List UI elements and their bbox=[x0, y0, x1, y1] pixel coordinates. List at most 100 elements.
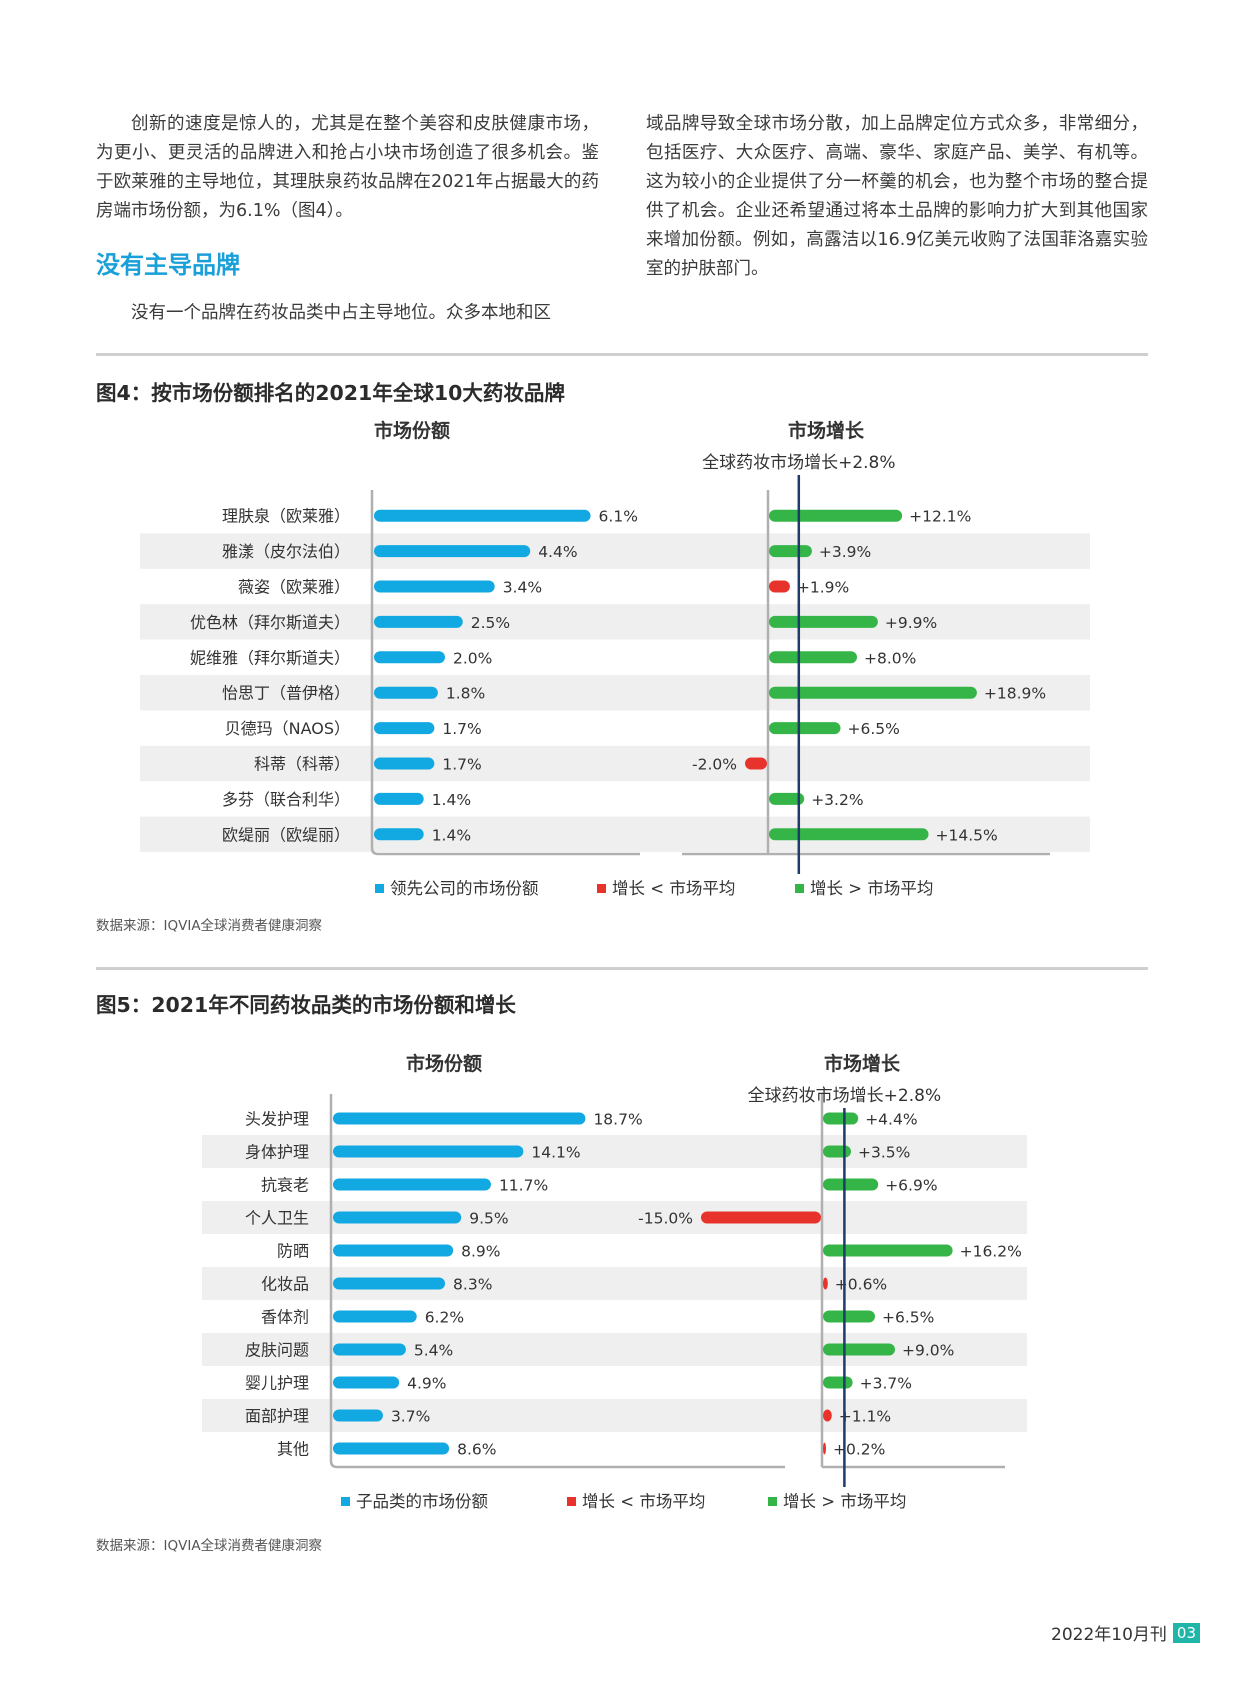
growth-bar bbox=[769, 686, 977, 699]
share-bar bbox=[333, 1343, 406, 1356]
market-average-label: 全球药妆市场增长+2.8% bbox=[702, 453, 895, 473]
category-label: 雅漾（皮尔法伯） bbox=[222, 542, 350, 561]
category-label: 薇姿（欧莱雅） bbox=[238, 578, 350, 597]
share-bar bbox=[333, 1442, 450, 1455]
growth-value-label: +6.5% bbox=[882, 1309, 934, 1327]
growth-value-label: +1.9% bbox=[797, 579, 849, 597]
row-band bbox=[202, 1399, 1027, 1432]
share-bar bbox=[333, 1376, 400, 1389]
growth-bar bbox=[769, 651, 857, 664]
share-value-label: 3.4% bbox=[503, 579, 542, 597]
legend-swatch bbox=[341, 1497, 350, 1506]
divider bbox=[96, 353, 1148, 356]
growth-value-label: +9.9% bbox=[885, 614, 937, 632]
legend-label: 增长 < 市场平均 bbox=[612, 879, 735, 898]
growth-value-label: +4.4% bbox=[865, 1111, 917, 1129]
growth-bar bbox=[823, 1145, 851, 1158]
share-value-label: 8.9% bbox=[461, 1243, 500, 1261]
growth-bar bbox=[769, 828, 929, 841]
share-bar bbox=[374, 757, 435, 770]
share-bar bbox=[374, 828, 424, 841]
category-label: 头发护理 bbox=[245, 1110, 309, 1129]
growth-value-label: +9.0% bbox=[902, 1342, 954, 1360]
legend-label: 增长 > 市场平均 bbox=[810, 879, 933, 898]
share-value-label: 4.9% bbox=[407, 1375, 446, 1393]
share-value-label: 6.2% bbox=[425, 1309, 464, 1327]
growth-bar bbox=[701, 1211, 821, 1224]
share-bar bbox=[374, 686, 438, 699]
growth-value-label: +16.2% bbox=[960, 1243, 1022, 1261]
share-value-label: 9.5% bbox=[469, 1210, 508, 1228]
share-bar bbox=[374, 722, 435, 735]
growth-value-label: -15.0% bbox=[638, 1210, 693, 1228]
share-bar bbox=[374, 651, 445, 664]
legend-swatch bbox=[597, 884, 606, 893]
growth-bar bbox=[769, 580, 790, 593]
row-band bbox=[202, 1201, 1027, 1234]
share-value-label: 1.4% bbox=[432, 826, 471, 844]
share-value-label: 1.4% bbox=[432, 791, 471, 809]
share-bar bbox=[374, 509, 591, 522]
growth-value-label: +3.7% bbox=[860, 1375, 912, 1393]
section-heading: 没有主导品牌 bbox=[96, 251, 240, 279]
figure-4-title: 图4：按市场份额排名的2021年全球10大药妆品牌 bbox=[96, 381, 565, 405]
share-bar bbox=[333, 1277, 446, 1290]
row-band bbox=[140, 816, 1090, 852]
category-label: 面部护理 bbox=[245, 1407, 309, 1426]
row-band bbox=[140, 533, 1090, 569]
row-band bbox=[140, 745, 1090, 782]
page-footer: 2022年10月刊 03 bbox=[1051, 1620, 1200, 1645]
category-label: 理肤泉（欧莱雅） bbox=[222, 507, 350, 526]
growth-value-label: +3.5% bbox=[858, 1144, 910, 1162]
share-value-label: 8.3% bbox=[453, 1276, 492, 1294]
growth-bar bbox=[769, 615, 878, 628]
share-bar bbox=[333, 1310, 417, 1323]
category-label: 婴儿护理 bbox=[245, 1374, 309, 1393]
share-bar bbox=[374, 615, 463, 628]
share-bar bbox=[333, 1211, 462, 1224]
legend-swatch bbox=[567, 1497, 576, 1506]
growth-value-label: +6.5% bbox=[848, 720, 900, 738]
growth-bar bbox=[823, 1409, 832, 1422]
growth-bar bbox=[823, 1442, 826, 1455]
growth-value-label: +3.9% bbox=[819, 543, 871, 561]
category-label: 防晒 bbox=[277, 1242, 309, 1261]
page-number-badge: 03 bbox=[1172, 1622, 1200, 1643]
category-label: 化妆品 bbox=[261, 1275, 309, 1294]
category-label: 其他 bbox=[277, 1440, 309, 1459]
growth-bar bbox=[769, 722, 841, 735]
growth-bar bbox=[823, 1112, 859, 1125]
growth-value-label: -2.0% bbox=[692, 756, 737, 774]
category-label: 欧缇丽（欧缇丽） bbox=[222, 825, 350, 844]
legend-label: 增长 > 市场平均 bbox=[783, 1492, 906, 1511]
legend-swatch bbox=[375, 884, 384, 893]
growth-bar bbox=[745, 757, 767, 770]
legend-label: 子品类的市场份额 bbox=[356, 1492, 489, 1511]
growth-bar bbox=[769, 792, 805, 805]
paragraph-text: 没有一个品牌在药妆品类中占主导地位。众多本地和区 bbox=[131, 303, 551, 323]
category-label: 科蒂（科蒂） bbox=[254, 755, 350, 774]
category-label: 多芬（联合利华） bbox=[222, 790, 350, 809]
share-value-label: 2.0% bbox=[453, 649, 492, 667]
growth-bar bbox=[823, 1277, 828, 1290]
legend-label: 增长 < 市场平均 bbox=[582, 1492, 705, 1511]
legend-swatch bbox=[795, 884, 804, 893]
share-bar bbox=[374, 545, 531, 558]
share-bar bbox=[333, 1178, 491, 1191]
share-value-label: 1.7% bbox=[442, 756, 481, 774]
share-axis bbox=[370, 490, 640, 856]
share-bar bbox=[333, 1145, 524, 1158]
issue-label: 2022年10月刊 bbox=[1051, 1625, 1167, 1645]
figure-5-title: 图5：2021年不同药妆品类的市场份额和增长 bbox=[96, 993, 516, 1017]
growth-bar bbox=[823, 1310, 875, 1323]
share-value-label: 8.6% bbox=[457, 1441, 496, 1459]
category-label: 抗衰老 bbox=[261, 1176, 309, 1195]
share-bar bbox=[333, 1409, 383, 1422]
share-value-label: 14.1% bbox=[531, 1144, 580, 1162]
share-axis bbox=[329, 1094, 785, 1469]
row-band bbox=[202, 1267, 1027, 1300]
growth-bar bbox=[823, 1244, 953, 1257]
growth-bar bbox=[823, 1376, 853, 1389]
